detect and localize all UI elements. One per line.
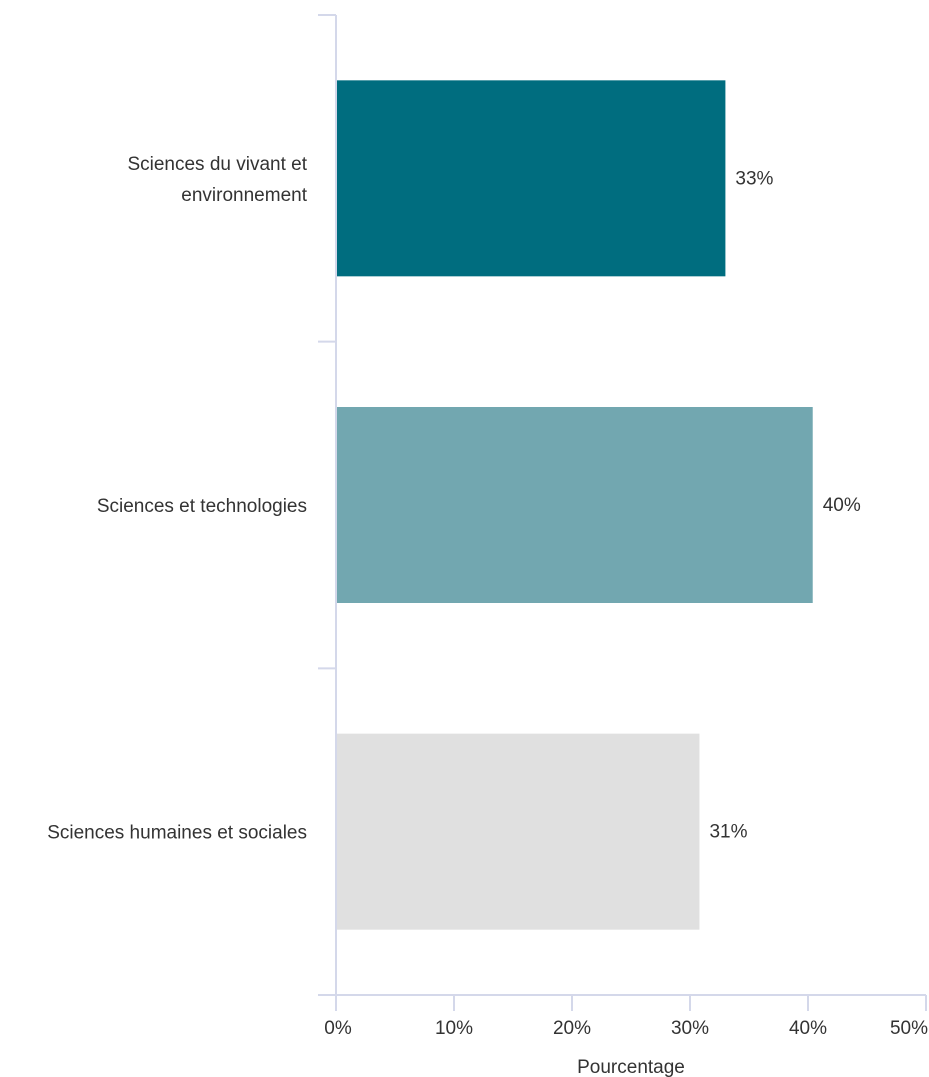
x-tick-label: 20% bbox=[553, 1018, 591, 1039]
bar-3 bbox=[336, 733, 700, 930]
axes bbox=[318, 14, 927, 1011]
category-label-line: Sciences humaines et sociales bbox=[47, 823, 307, 844]
category-label-line: environnement bbox=[181, 185, 307, 206]
bar-2 bbox=[336, 407, 813, 603]
x-axis-title: Pourcentage bbox=[577, 1057, 685, 1077]
x-tick-label: 30% bbox=[671, 1018, 709, 1039]
x-tick-label: 40% bbox=[789, 1018, 827, 1039]
category-label-line: Sciences et technologies bbox=[97, 496, 307, 517]
bar-1 bbox=[336, 80, 726, 277]
bars-layer bbox=[336, 80, 813, 930]
data-label-3: 31% bbox=[709, 822, 747, 843]
data-label-1: 33% bbox=[735, 168, 773, 189]
x-tick-label: 50% bbox=[890, 1018, 928, 1039]
x-tick-label: 10% bbox=[435, 1018, 473, 1039]
data-label-2: 40% bbox=[823, 495, 861, 516]
labels-layer: 33% Sciences du vivant et environnement 40%… bbox=[47, 154, 928, 1039]
x-tick-label: 0% bbox=[324, 1018, 352, 1039]
category-label-line: Sciences du vivant et bbox=[127, 154, 307, 175]
category-label-3: Sciences humaines et sociales bbox=[47, 823, 307, 844]
category-label-1: Sciences du vivant et environnement bbox=[127, 154, 307, 206]
category-label-2: Sciences et technologies bbox=[97, 496, 307, 517]
